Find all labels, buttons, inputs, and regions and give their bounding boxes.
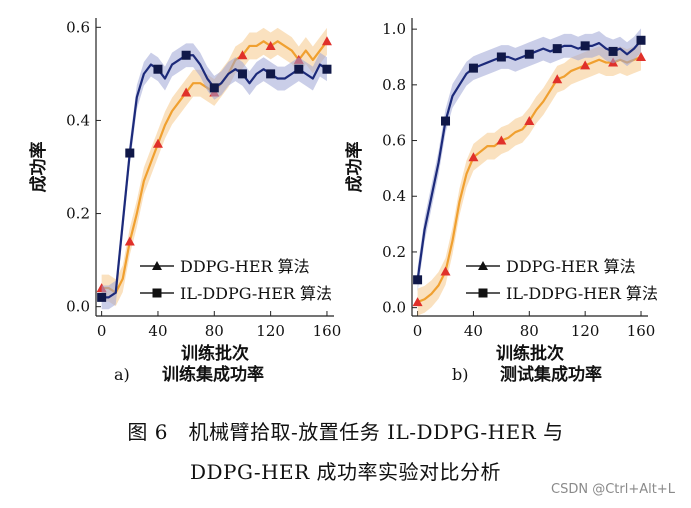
series-1-marker (580, 41, 590, 51)
legend-label-1: IL-DDPG-HER 算法 (180, 284, 332, 303)
series-1-marker (294, 64, 304, 74)
series-1-marker (97, 292, 107, 302)
legend-marker-0 (152, 261, 162, 270)
legend-marker-1 (478, 288, 488, 298)
x-tick-label: 0 (97, 322, 107, 340)
y-tick-label: 0.0 (382, 299, 406, 317)
series-band-1 (101, 43, 327, 310)
series-1-marker (608, 46, 618, 56)
series-1-marker (413, 275, 423, 285)
panel-label: a) (114, 365, 130, 384)
series-1-marker (209, 83, 219, 93)
panel-subtitle: 测试集成功率 (500, 364, 602, 385)
series-1-marker (153, 64, 163, 74)
y-tick-label: 0.6 (66, 18, 90, 36)
series-1-marker (441, 116, 451, 126)
legend-label-0: DDPG-HER 算法 (180, 257, 310, 276)
series-0-marker (124, 236, 135, 246)
x-tick-label: 80 (205, 322, 224, 340)
figure-caption-line-1: 图 6 机械臂拾取-放置任务 IL-DDPG-HER 与 (127, 420, 564, 444)
series-1-marker (181, 50, 191, 60)
y-tick-label: 0.2 (66, 205, 90, 223)
y-axis-label: 成功率 (28, 142, 49, 193)
series-0-marker (496, 135, 507, 145)
series-1-marker (524, 49, 534, 59)
series-1-marker (636, 35, 646, 45)
series-0-marker (524, 116, 535, 126)
series-1-marker (266, 69, 276, 79)
figure-caption-line-2: DDPG-HER 成功率实验对比分析 (189, 460, 502, 484)
y-tick-label: 0.4 (66, 111, 90, 129)
series-0-marker (440, 266, 451, 276)
x-tick-label: 40 (464, 322, 483, 340)
series-1-marker (496, 52, 506, 62)
y-tick-label: 0.8 (382, 76, 406, 94)
series-0-marker (636, 51, 647, 61)
x-tick-label: 120 (256, 322, 285, 340)
legend-label-1: IL-DDPG-HER 算法 (506, 284, 658, 303)
x-tick-label: 160 (627, 322, 656, 340)
series-0-marker (152, 138, 163, 148)
panel-subtitle: 训练集成功率 (162, 364, 264, 385)
series-0-marker (321, 36, 332, 46)
y-axis-label: 成功率 (344, 142, 365, 193)
series-band-0 (417, 43, 642, 316)
x-tick-label: 0 (413, 322, 423, 340)
x-tick-label: 80 (520, 322, 539, 340)
series-1-marker (468, 63, 478, 73)
legend-marker-0 (478, 261, 488, 270)
series-0-marker (265, 40, 276, 50)
y-tick-label: 0.0 (66, 298, 90, 316)
x-axis-label: 训练批次 (496, 343, 564, 364)
series-1-marker (322, 64, 332, 74)
series-1-marker (125, 148, 135, 158)
series-1-marker (552, 44, 562, 54)
x-axis-label: 训练批次 (181, 343, 249, 364)
panel-label: b) (452, 365, 468, 384)
legend-marker-1 (152, 288, 162, 298)
series-0-marker (552, 74, 563, 84)
series-0-marker (237, 50, 248, 60)
chart-panel-a: 0.0 0.2 0.4 0.6 0 40 80 120 160 训练批次 成功率 a) 训练集成功率 DD… (28, 18, 342, 385)
x-tick-label: 120 (571, 322, 600, 340)
series-1-marker (237, 69, 247, 79)
y-tick-label: 0.6 (382, 132, 406, 150)
x-tick-label: 160 (313, 322, 342, 340)
y-tick-label: 1.0 (382, 20, 406, 38)
series-0-marker (580, 60, 591, 70)
series-0-marker (468, 152, 479, 162)
series-0-marker (181, 87, 192, 97)
series-band-1 (417, 28, 642, 292)
x-tick-label: 40 (148, 322, 167, 340)
watermark: CSDN @Ctrl+Alt+L (551, 482, 675, 497)
series-0-marker (412, 297, 423, 307)
y-tick-label: 0.2 (382, 243, 406, 261)
legend-label-0: DDPG-HER 算法 (506, 257, 636, 276)
y-tick-label: 0.4 (382, 187, 406, 205)
chart-panel-b: 0.0 0.2 0.4 0.6 0.8 1.0 0 40 80 120 160 训练批次 成功率 b) 测试… (344, 18, 658, 385)
